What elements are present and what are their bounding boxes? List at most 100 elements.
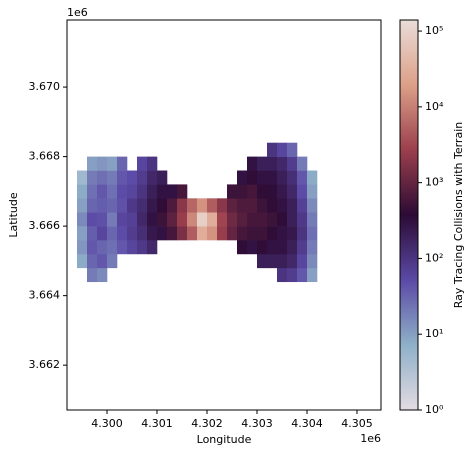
heatmap-cell [117, 184, 128, 199]
x-tick-label: 4.304 [291, 417, 323, 430]
heatmap-cell [277, 226, 288, 241]
heatmap-cell [157, 170, 168, 185]
heatmap-cell [107, 184, 118, 199]
heatmap-cell [157, 184, 168, 199]
heatmap-cell [267, 212, 278, 227]
heatmap-cell [237, 240, 248, 255]
y-tick-label: 3.670 [29, 80, 61, 93]
heatmap-cell [117, 198, 128, 213]
heatmap-cell [107, 226, 118, 241]
heatmap-cell [287, 226, 298, 241]
heatmap-cell [247, 184, 258, 199]
heatmap-cell [247, 156, 258, 171]
heatmap-cell [97, 198, 108, 213]
heatmap-cell [217, 226, 228, 241]
heatmap-cell [287, 240, 298, 255]
heatmap-cell [127, 240, 138, 255]
heatmap-cell [287, 267, 298, 283]
heatmap-cell [217, 212, 228, 227]
heatmap-cell [247, 170, 258, 185]
heatmap-cell [307, 170, 318, 185]
heatmap-cell [87, 240, 98, 255]
heatmap-cell [237, 184, 248, 199]
heatmap-cell [97, 184, 108, 199]
heatmap-cell [307, 212, 318, 227]
heatmap-cell [217, 198, 228, 213]
heatmap-cell [117, 156, 128, 171]
colorbar-tick-label: 10¹ [425, 327, 443, 340]
colorbar-tick-label: 10³ [425, 176, 443, 189]
heatmap-cell [147, 226, 158, 241]
heatmap-cell [267, 156, 278, 171]
y-tick-label: 3.664 [29, 289, 61, 302]
heatmap-cell [257, 170, 268, 185]
heatmap-cell [77, 226, 88, 241]
colorbar-label: Ray Tracing Collisions with Terrain [452, 122, 465, 308]
heatmap-cell [87, 212, 98, 227]
heatmap-cell [237, 226, 248, 241]
heatmap-cell [87, 226, 98, 241]
heatmap-cell [197, 198, 208, 213]
heatmap-cell [187, 198, 198, 213]
heatmap-cell [237, 170, 248, 185]
heatmap-cell [287, 212, 298, 227]
heatmap-cell [227, 198, 238, 213]
heatmap-cell [257, 253, 268, 269]
heatmap-cell [277, 170, 288, 185]
heatmap-cell [297, 156, 308, 171]
heatmap-cell [307, 240, 318, 255]
heatmap-cell [267, 142, 278, 157]
heatmap-cell [97, 267, 108, 283]
heatmap-cell [207, 198, 218, 213]
heatmap-cell [187, 212, 198, 227]
heatmap-cell [97, 226, 108, 241]
heatmap-cell [97, 156, 108, 171]
heatmap-cell [177, 226, 188, 241]
heatmap-cell [237, 212, 248, 227]
heatmap-cell [77, 198, 88, 213]
heatmap-cell [287, 170, 298, 185]
heatmap-cell [287, 184, 298, 199]
heatmap-cell [87, 170, 98, 185]
heatmap-cell [307, 226, 318, 241]
heatmap-cell [87, 267, 98, 283]
heatmap-cell [307, 253, 318, 269]
heatmap-cell [127, 198, 138, 213]
heatmap-cell [77, 170, 88, 185]
heatmap-cell [287, 198, 298, 213]
heatmap-cell [227, 184, 238, 199]
heatmap-cell [227, 212, 238, 227]
heatmap-cell [147, 240, 158, 255]
heatmap-cell [157, 212, 168, 227]
heatmap-cell [87, 184, 98, 199]
heatmap-cell [207, 212, 218, 227]
heatmap-cell [257, 240, 268, 255]
heatmap-cell [87, 198, 98, 213]
heatmap-cell [247, 198, 258, 213]
y-offset-text: 1e6 [67, 6, 88, 19]
x-tick-label: 4.302 [191, 417, 223, 430]
heatmap-cell [247, 212, 258, 227]
heatmap-cell [287, 253, 298, 269]
heatmap-cell [107, 198, 118, 213]
heatmap-cell [287, 156, 298, 171]
colorbar-tick-label: 10⁵ [425, 24, 443, 37]
heatmap-cell [117, 212, 128, 227]
heatmap-cell [167, 212, 178, 227]
heatmap-cell [277, 212, 288, 227]
heatmap-cell [147, 212, 158, 227]
heatmap-cell [247, 226, 258, 241]
heatmap-cell [97, 170, 108, 185]
x-offset-text: 1e6 [360, 432, 381, 445]
y-axis-label: Latitude [7, 192, 20, 238]
heatmap-cell [307, 267, 318, 283]
heatmap-cell [307, 198, 318, 213]
heatmap-cell [277, 184, 288, 199]
heatmap-cell [297, 267, 308, 283]
heatmap-cell [127, 170, 138, 185]
heatmap-cell [297, 170, 308, 185]
heatmap-cell [297, 240, 308, 255]
heatmap-cell [127, 226, 138, 241]
heatmap-cell [267, 226, 278, 241]
